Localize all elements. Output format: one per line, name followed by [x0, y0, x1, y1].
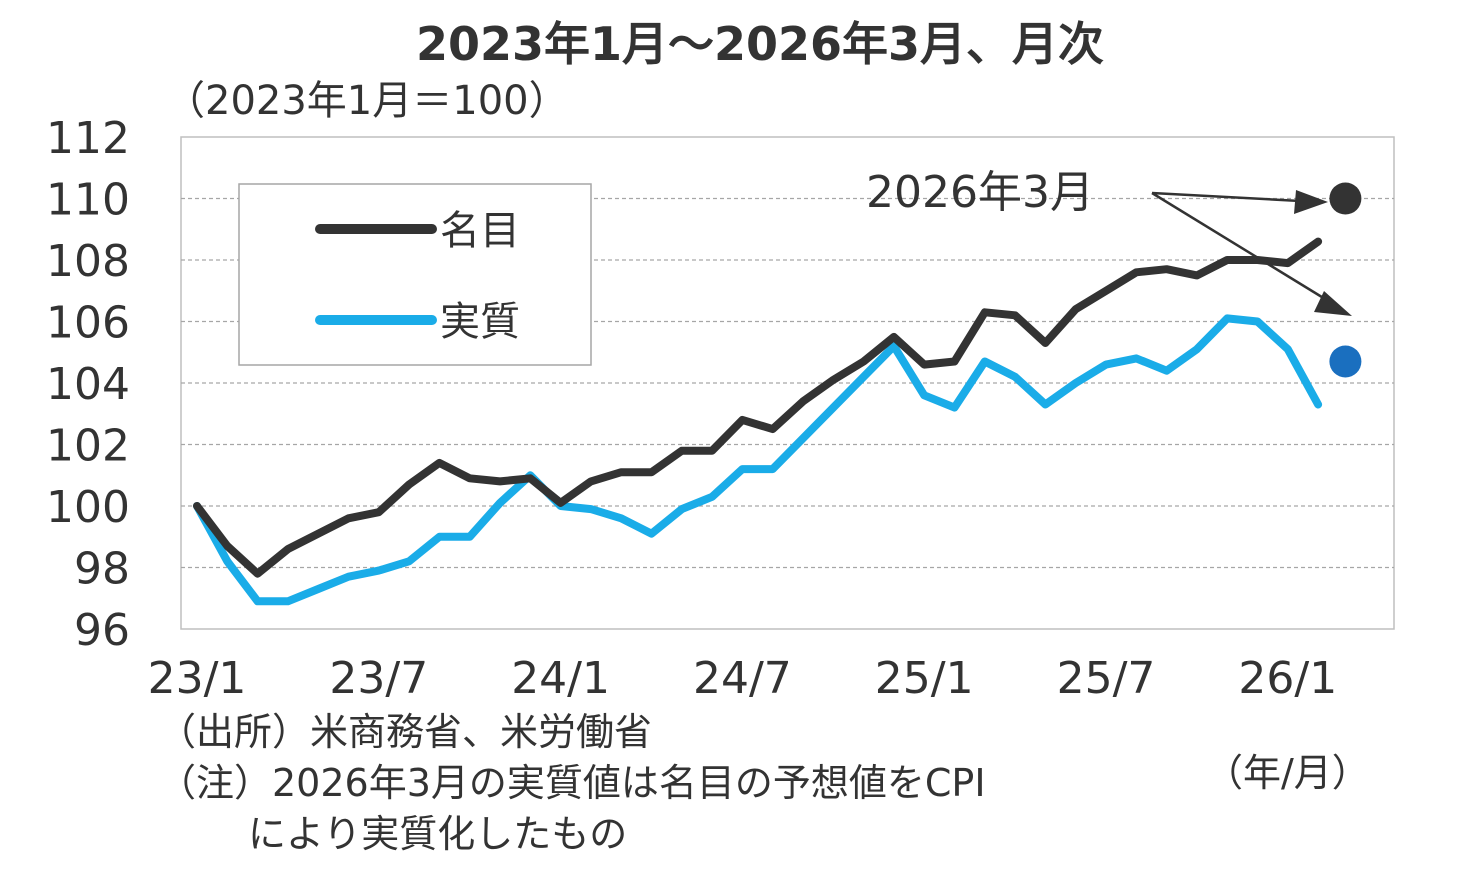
legend-label-nominal: 名目	[440, 208, 520, 254]
x-tick-23-7: 23/7	[329, 653, 428, 704]
y-tick-110: 110	[46, 175, 130, 226]
y-tick-106: 106	[46, 298, 130, 349]
x-tick-25-7: 25/7	[1057, 653, 1156, 704]
source-note: （出所）米商務省、米労働省	[158, 710, 652, 754]
y-axis-label: （2023年1月＝100）	[165, 78, 569, 124]
series-line-nominal	[193, 237, 1323, 578]
forecast-point-nominal	[1329, 182, 1362, 215]
annotation-label: 2026年3月	[866, 167, 1094, 218]
y-tick-108: 108	[46, 236, 130, 287]
y-tick-98: 98	[74, 544, 130, 595]
note-line-2: により実質化したもの	[248, 812, 627, 856]
y-tick-100: 100	[46, 482, 130, 533]
y-tick-96: 96	[74, 605, 130, 656]
legend: 名目 実質	[238, 183, 592, 366]
legend-box	[238, 183, 592, 366]
arrow-to-nominal	[1151, 191, 1301, 203]
legend-label-real: 実質	[440, 299, 520, 345]
x-tick-labels: 23/1 23/7 24/1 24/7 25/1 25/7 26/1	[148, 653, 1338, 704]
chart-title: 2023年1月～2026年3月、月次	[416, 17, 1104, 71]
x-tick-24-1: 24/1	[511, 653, 610, 704]
arrowhead-real	[1314, 291, 1352, 316]
x-tick-23-1: 23/1	[148, 653, 247, 704]
y-tick-labels: 96 98 100 102 104 106 108 110 112	[46, 113, 130, 656]
note-line-1: （注）2026年3月の実質値は名目の予想値をCPI	[158, 761, 986, 805]
forecast-points	[1329, 182, 1362, 378]
x-tick-25-1: 25/1	[875, 653, 974, 704]
annotation-arrows	[1151, 190, 1352, 316]
y-tick-112: 112	[46, 113, 130, 164]
series-line-real	[193, 314, 1323, 606]
y-tick-102: 102	[46, 421, 130, 472]
x-tick-24-7: 24/7	[693, 653, 792, 704]
arrowhead-nominal	[1294, 190, 1328, 214]
series-lines	[193, 237, 1323, 606]
arrow-to-real	[1151, 191, 1331, 304]
x-axis-unit-label: （年/月）	[1205, 751, 1370, 795]
y-tick-104: 104	[46, 359, 130, 410]
gridlines	[181, 197, 1394, 569]
x-tick-26-1: 26/1	[1238, 653, 1337, 704]
forecast-point-real	[1329, 345, 1362, 378]
